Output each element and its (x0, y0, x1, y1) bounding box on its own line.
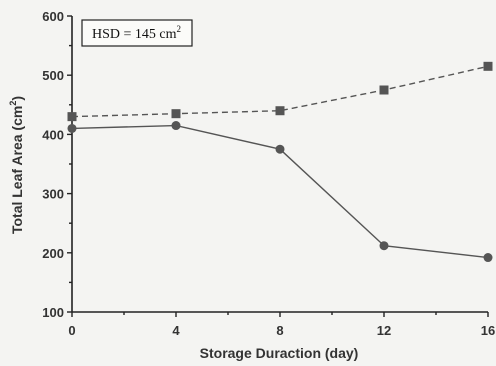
data-point-circle (483, 253, 493, 263)
data-point-square (379, 85, 389, 95)
y-tick-label: 300 (42, 187, 64, 202)
y-tick-label: 500 (42, 68, 64, 83)
x-tick-label: 0 (68, 323, 75, 338)
x-tick-label: 8 (276, 323, 283, 338)
x-tick-label: 16 (481, 323, 495, 338)
axes: 100 200 300 400 500 600 0 4 8 12 16 (42, 9, 495, 338)
data-point-circle (67, 123, 77, 133)
annotation-box (81, 19, 193, 47)
data-point-square (171, 109, 181, 119)
x-tick-label: 4 (172, 323, 180, 338)
series-2 (67, 121, 493, 263)
x-tick-label: 12 (377, 323, 391, 338)
data-point-square (483, 61, 493, 71)
y-tick-label: 400 (42, 127, 64, 142)
annotation-text: HSD = 145 cm2 (92, 24, 181, 42)
data-point-square (275, 106, 285, 116)
x-axis-title: Storage Duraction (day) (200, 345, 359, 361)
y-tick-label: 200 (42, 246, 64, 261)
series-layer (67, 61, 493, 263)
hsd-annotation: HSD = 145 cm2 (81, 19, 193, 47)
y-axis-title: Total Leaf Area (cm2) (8, 96, 25, 234)
data-point-circle (379, 241, 389, 251)
series-1 (67, 61, 493, 122)
data-point-circle (171, 121, 181, 131)
data-point-square (67, 112, 77, 122)
y-tick-label: 600 (42, 9, 64, 24)
data-point-circle (275, 144, 285, 154)
y-tick-label: 100 (42, 305, 64, 320)
